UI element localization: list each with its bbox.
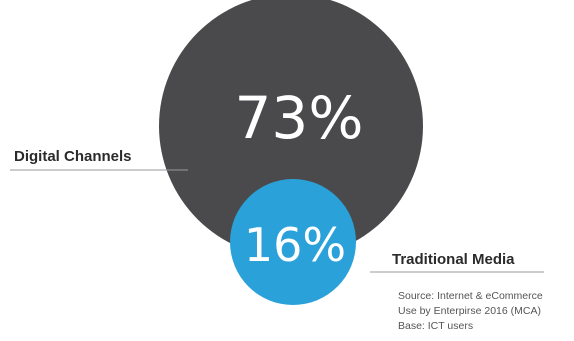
source-line-3: Base: ICT users xyxy=(398,320,473,332)
digital-channels-label: Digital Channels xyxy=(14,148,132,165)
traditional-media-label: Traditional Media xyxy=(392,251,515,268)
source-line-1: Source: Internet & eCommerce xyxy=(398,290,543,302)
digital-channels-bubble xyxy=(159,0,423,258)
traditional-media-value: 16% xyxy=(244,218,346,272)
traditional-media-bubble xyxy=(230,179,356,305)
source-line-2: Use by Enterpirse 2016 (MCA) xyxy=(398,305,541,317)
digital-channels-value: 73% xyxy=(235,84,364,152)
